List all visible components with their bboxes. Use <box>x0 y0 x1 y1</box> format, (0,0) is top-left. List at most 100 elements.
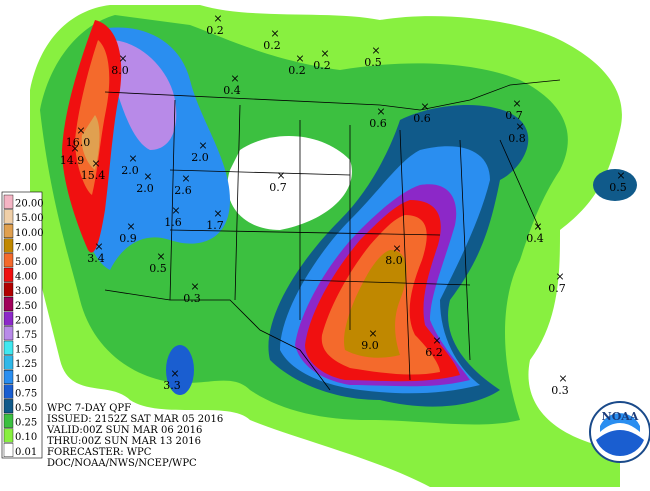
legend-label: 2.50 <box>15 301 37 312</box>
point-marker: × <box>320 47 329 60</box>
legend-swatch <box>3 384 14 399</box>
point-value: 8.0 <box>385 254 403 267</box>
point-value: 2.6 <box>174 184 192 197</box>
point-marker: × <box>432 334 441 347</box>
legend-swatch <box>3 399 14 414</box>
legend-swatch <box>3 238 14 253</box>
point-marker: × <box>70 142 79 155</box>
point-value: 2.0 <box>121 164 139 177</box>
legend-swatch <box>3 428 14 443</box>
border-mexico <box>104 289 331 391</box>
point-marker: × <box>616 169 625 182</box>
point-marker: × <box>91 157 100 170</box>
legend-label: 3.00 <box>15 286 37 297</box>
point-marker: × <box>181 172 190 185</box>
noaa-logo: NOAA <box>589 401 650 463</box>
precip-coast-orange <box>75 40 110 195</box>
legend-swatch <box>3 413 14 428</box>
point-value: 0.2 <box>313 59 331 72</box>
legend-label: 1.25 <box>15 359 37 370</box>
legend-swatch <box>3 282 14 297</box>
point-value: 0.5 <box>609 181 627 194</box>
point-value: 9.0 <box>361 339 379 352</box>
point-value: 0.2 <box>288 64 306 77</box>
legend-label: 0.10 <box>15 432 37 443</box>
legend-swatch <box>3 297 14 312</box>
legend-label: 1.00 <box>15 374 37 385</box>
legend-label: 1.75 <box>15 330 37 341</box>
point-value: 0.7 <box>548 282 566 295</box>
border-canada <box>104 79 561 111</box>
info-line: DOC/NOAA/NWS/NCEP/WPC <box>47 458 197 469</box>
legend-label: 0.01 <box>15 447 37 458</box>
point-marker: × <box>128 152 137 165</box>
point-value: 0.6 <box>369 117 387 130</box>
point-marker: × <box>213 12 222 25</box>
point-marker: × <box>371 44 380 57</box>
precip-shading <box>30 5 637 487</box>
precip-gold <box>344 250 407 358</box>
point-value: 2.0 <box>136 182 154 195</box>
logo-sky <box>600 413 640 432</box>
point-marker: × <box>512 97 521 110</box>
point-marker: × <box>555 270 564 283</box>
point-value: 1.6 <box>164 216 182 229</box>
point-marker: × <box>118 52 127 65</box>
point-labels: ×0.2 ×0.2×0.2×0.2×0.5×0.4×8.0×16.0×14.9 ×1… <box>60 12 627 397</box>
boundaries <box>104 79 561 391</box>
point-marker: × <box>143 170 152 183</box>
point-value: 0.8 <box>508 132 526 145</box>
point-value: 0.2 <box>206 24 224 37</box>
point-value: 0.5 <box>149 262 167 275</box>
point-value: 0.6 <box>413 112 431 125</box>
point-value: 0.3 <box>551 384 569 397</box>
legend-swatch <box>3 209 14 224</box>
precip-mexico <box>166 345 194 395</box>
legend-swatch <box>3 326 14 341</box>
legend-swatch <box>3 340 14 355</box>
legend-swatch <box>3 194 14 209</box>
point-marker: × <box>270 27 279 40</box>
legend-swatch <box>3 253 14 268</box>
point-value: 2.0 <box>191 151 209 164</box>
legend-label: 20.00 <box>15 199 44 210</box>
legend: 20.00 15.00 10.00 7.00 5.00 4.00 3.00 2.50 2.00 1… <box>1 191 44 459</box>
point-value: 8.0 <box>111 64 129 77</box>
point-value: 0.7 <box>269 181 287 194</box>
info-line: VALID:00Z SUN MAR 06 2016 <box>46 425 202 436</box>
logo-wave <box>596 430 644 456</box>
point-value: 16.0 <box>66 136 91 149</box>
precip-atlantic <box>593 169 637 201</box>
point-marker: × <box>368 327 377 340</box>
point-value: 1.7 <box>206 219 224 232</box>
legend-swatch <box>3 267 14 282</box>
legend-label: 15.00 <box>15 213 44 224</box>
legend-swatch <box>3 355 14 370</box>
legend-swatch <box>3 223 14 238</box>
point-marker: × <box>392 242 401 255</box>
point-marker: × <box>533 220 542 233</box>
legend-swatch <box>3 311 14 326</box>
point-value: 0.4 <box>526 232 544 245</box>
point-marker: × <box>156 250 165 263</box>
point-value: 0.7 <box>505 109 523 122</box>
precip-white-gap <box>227 136 352 230</box>
logo-text: NOAA <box>602 410 639 423</box>
point-value: 14.9 <box>60 154 85 167</box>
point-value: 15.4 <box>81 169 106 182</box>
precip-coast-tan <box>81 115 100 170</box>
point-marker: × <box>295 52 304 65</box>
point-marker: × <box>276 169 285 182</box>
legend-label: 4.00 <box>15 272 37 283</box>
legend-label: 2.00 <box>15 315 37 326</box>
legend-label: 5.00 <box>15 257 37 268</box>
legend-label: 0.50 <box>15 403 37 414</box>
point-marker: × <box>198 139 207 152</box>
legend-swatch <box>3 370 14 385</box>
point-value: 3.4 <box>87 252 105 265</box>
point-value: 6.2 <box>425 346 443 359</box>
legend-label: 7.00 <box>15 242 37 253</box>
point-value: 0.3 <box>183 292 201 305</box>
